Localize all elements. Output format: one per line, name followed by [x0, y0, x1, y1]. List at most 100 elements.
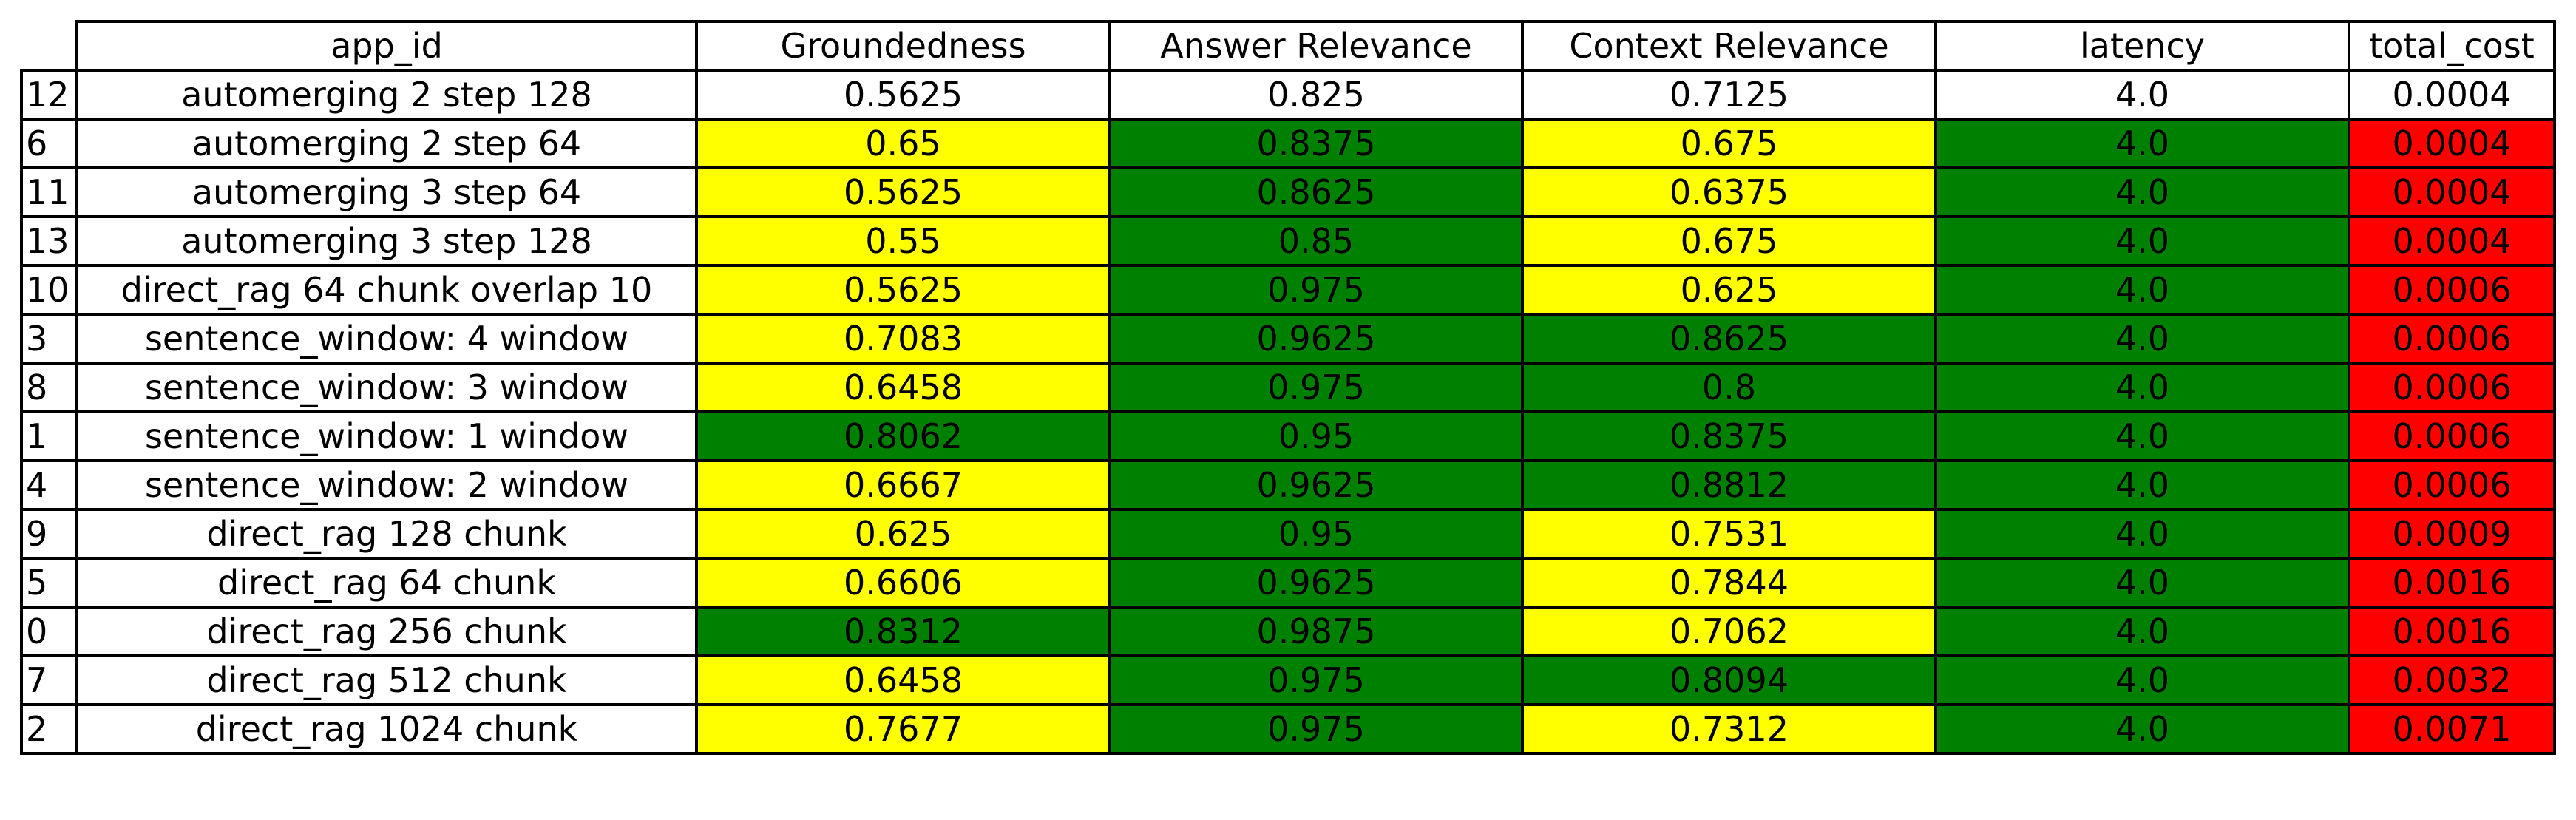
row-index: 1	[20, 410, 78, 462]
cell-context-relevance: 0.8625	[1521, 313, 1937, 365]
table-row: 9 direct_rag 128 chunk 0.625 0.95 0.7531 4.0 0…	[20, 508, 2556, 560]
table-row: 10 direct_rag 64 chunk overlap 10 0.5625 0.…	[20, 264, 2556, 316]
table-body: app_id Groundedness Answer Relevance Contex…	[20, 20, 2556, 755]
cell-groundedness: 0.6667	[695, 459, 1111, 511]
cell-answer-relevance: 0.975	[1108, 654, 1524, 706]
cell-answer-relevance: 0.9625	[1108, 313, 1524, 365]
cell-answer-relevance: 0.9625	[1108, 459, 1524, 511]
cell-latency: 4.0	[1934, 703, 2350, 755]
cell-latency: 4.0	[1934, 410, 2350, 462]
cell-total-cost: 0.0006	[2348, 459, 2556, 511]
cell-total-cost: 0.0009	[2348, 508, 2556, 560]
cell-total-cost: 0.0004	[2348, 69, 2556, 121]
cell-app-id: direct_rag 64 chunk	[75, 557, 698, 609]
row-index: 7	[20, 654, 78, 706]
cell-context-relevance: 0.7312	[1521, 703, 1937, 755]
cell-groundedness: 0.8312	[695, 606, 1111, 657]
cell-latency: 4.0	[1934, 459, 2350, 511]
row-index: 13	[20, 215, 78, 267]
column-header-answer-relevance: Answer Relevance	[1108, 20, 1524, 72]
row-index: 6	[20, 118, 78, 169]
cell-total-cost: 0.0006	[2348, 410, 2556, 462]
header-corner	[21, 21, 77, 70]
cell-context-relevance: 0.6375	[1521, 166, 1937, 218]
table-row: 0 direct_rag 256 chunk 0.8312 0.9875 0.7062 4…	[20, 606, 2556, 657]
table-row: 8 sentence_window: 3 window 0.6458 0.975 0.8…	[20, 362, 2556, 413]
cell-context-relevance: 0.675	[1521, 118, 1937, 169]
cell-context-relevance: 0.625	[1521, 264, 1937, 316]
table-row: 5 direct_rag 64 chunk 0.6606 0.9625 0.7844 4.…	[20, 557, 2556, 609]
cell-latency: 4.0	[1934, 606, 2350, 657]
cell-context-relevance: 0.8812	[1521, 459, 1937, 511]
cell-app-id: direct_rag 64 chunk overlap 10	[75, 264, 698, 316]
cell-app-id: direct_rag 1024 chunk	[75, 703, 698, 755]
cell-context-relevance: 0.8375	[1521, 410, 1937, 462]
cell-answer-relevance: 0.975	[1108, 703, 1524, 755]
cell-latency: 4.0	[1934, 557, 2350, 609]
column-header-groundedness: Groundedness	[695, 20, 1111, 72]
cell-latency: 4.0	[1934, 508, 2350, 560]
cell-answer-relevance: 0.85	[1108, 215, 1524, 267]
cell-app-id: direct_rag 128 chunk	[75, 508, 698, 560]
row-index: 10	[20, 264, 78, 316]
row-index: 8	[20, 362, 78, 413]
cell-answer-relevance: 0.9875	[1108, 606, 1524, 657]
cell-groundedness: 0.5625	[695, 166, 1111, 218]
row-index: 9	[20, 508, 78, 560]
cell-latency: 4.0	[1934, 264, 2350, 316]
table-row: 1 sentence_window: 1 window 0.8062 0.95 0.83…	[20, 410, 2556, 462]
cell-context-relevance: 0.7062	[1521, 606, 1937, 657]
row-index: 5	[20, 557, 78, 609]
cell-groundedness: 0.8062	[695, 410, 1111, 462]
column-header-context-relevance: Context Relevance	[1521, 20, 1937, 72]
table-row: 11 automerging 3 step 64 0.5625 0.8625 0.637…	[20, 166, 2556, 218]
cell-app-id: sentence_window: 4 window	[75, 313, 698, 365]
cell-answer-relevance: 0.95	[1108, 508, 1524, 560]
cell-latency: 4.0	[1934, 215, 2350, 267]
cell-latency: 4.0	[1934, 313, 2350, 365]
cell-context-relevance: 0.7531	[1521, 508, 1937, 560]
cell-answer-relevance: 0.8375	[1108, 118, 1524, 169]
row-index: 0	[20, 606, 78, 657]
cell-groundedness: 0.7677	[695, 703, 1111, 755]
cell-context-relevance: 0.7844	[1521, 557, 1937, 609]
cell-app-id: sentence_window: 1 window	[75, 410, 698, 462]
cell-total-cost: 0.0071	[2348, 703, 2556, 755]
results-table: app_id Groundedness Answer Relevance Contex…	[20, 20, 2556, 755]
column-header-latency: latency	[1934, 20, 2350, 72]
cell-total-cost: 0.0004	[2348, 118, 2556, 169]
cell-latency: 4.0	[1934, 118, 2350, 169]
cell-answer-relevance: 0.95	[1108, 410, 1524, 462]
row-index: 11	[20, 166, 78, 218]
cell-total-cost: 0.0016	[2348, 606, 2556, 657]
cell-total-cost: 0.0032	[2348, 654, 2556, 706]
table-row: 4 sentence_window: 2 window 0.6667 0.9625 0.…	[20, 459, 2556, 511]
table-row: 7 direct_rag 512 chunk 0.6458 0.975 0.8094 4.…	[20, 654, 2556, 706]
column-header-total-cost: total_cost	[2348, 20, 2556, 72]
cell-latency: 4.0	[1934, 69, 2350, 121]
table-row: 6 automerging 2 step 64 0.65 0.8375 0.675 4.0…	[20, 118, 2556, 169]
cell-app-id: sentence_window: 3 window	[75, 362, 698, 413]
table-row: 3 sentence_window: 4 window 0.7083 0.9625 0.…	[20, 313, 2556, 365]
cell-app-id: automerging 3 step 128	[75, 215, 698, 267]
cell-answer-relevance: 0.975	[1108, 362, 1524, 413]
cell-answer-relevance: 0.975	[1108, 264, 1524, 316]
cell-total-cost: 0.0004	[2348, 166, 2556, 218]
row-index: 2	[20, 703, 78, 755]
table-row: 13 automerging 3 step 128 0.55 0.85 0.675 4.0…	[20, 215, 2556, 267]
cell-context-relevance: 0.8	[1521, 362, 1937, 413]
cell-groundedness: 0.65	[695, 118, 1111, 169]
row-index: 4	[20, 459, 78, 511]
cell-groundedness: 0.625	[695, 508, 1111, 560]
table-row: 2 direct_rag 1024 chunk 0.7677 0.975 0.7312 4…	[20, 703, 2556, 755]
cell-groundedness: 0.5625	[695, 264, 1111, 316]
cell-total-cost: 0.0006	[2348, 264, 2556, 316]
cell-context-relevance: 0.7125	[1521, 69, 1937, 121]
header-row: app_id Groundedness Answer Relevance Contex…	[21, 20, 2556, 72]
row-index: 3	[20, 313, 78, 365]
cell-total-cost: 0.0016	[2348, 557, 2556, 609]
cell-answer-relevance: 0.825	[1108, 69, 1524, 121]
table-row: 12 automerging 2 step 128 0.5625 0.825 0.712…	[20, 69, 2556, 121]
cell-groundedness: 0.6458	[695, 654, 1111, 706]
cell-latency: 4.0	[1934, 166, 2350, 218]
